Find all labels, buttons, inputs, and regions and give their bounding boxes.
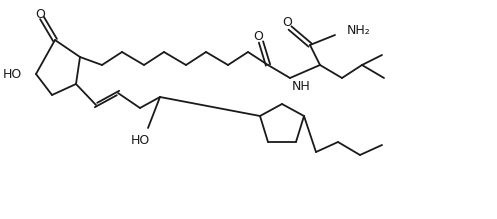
Text: O: O [253,30,263,44]
Text: NH: NH [292,79,311,92]
Text: NH₂: NH₂ [347,25,371,37]
Text: O: O [282,16,292,30]
Text: O: O [35,7,45,21]
Text: HO: HO [130,134,150,147]
Text: HO: HO [3,67,22,81]
